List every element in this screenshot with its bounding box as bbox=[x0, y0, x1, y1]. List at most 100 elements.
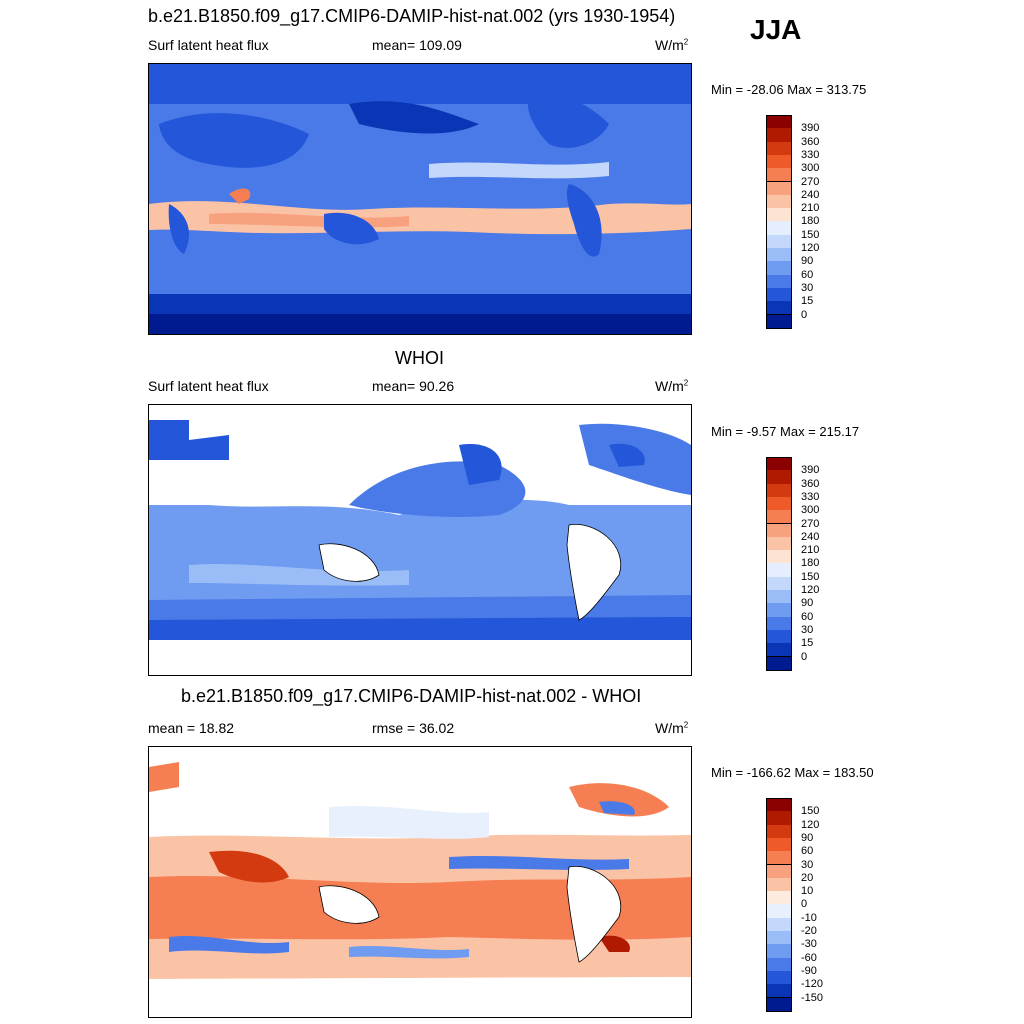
colorbar-swatch bbox=[766, 957, 792, 972]
panel1-mean: mean= 109.09 bbox=[372, 37, 462, 53]
colorbar-label: -10 bbox=[801, 911, 817, 924]
colorbar-swatch bbox=[766, 811, 792, 826]
panel1-colorbar: 390 360 330 300 270 240 210 180 150 120 90 60 30 15 0 bbox=[766, 115, 846, 330]
colorbar-swatch bbox=[766, 931, 792, 946]
colorbar-swatch bbox=[766, 997, 792, 1012]
panel1-map bbox=[148, 63, 692, 335]
colorbar-swatch bbox=[766, 944, 792, 959]
colorbar-swatch bbox=[766, 141, 792, 156]
panel2-variable: Surf latent heat flux bbox=[148, 378, 269, 394]
colorbar-swatch bbox=[766, 483, 792, 498]
colorbar-swatch bbox=[766, 984, 792, 999]
colorbar-label: -60 bbox=[801, 951, 817, 964]
panel3-rmse: rmse = 36.02 bbox=[372, 720, 455, 736]
colorbar-swatch bbox=[766, 877, 792, 893]
colorbar-label: 150 bbox=[801, 570, 820, 583]
panel3-units: W/m2 bbox=[655, 720, 689, 736]
colorbar-swatch bbox=[766, 603, 792, 618]
panel3-colorbar: 150 120 90 60 30 20 10 0 -10 -20 -30 -60 -90 -120 -150 bbox=[766, 798, 846, 1013]
colorbar-swatch bbox=[766, 510, 792, 525]
colorbar-label: 240 bbox=[801, 530, 820, 543]
colorbar-swatch bbox=[766, 234, 792, 249]
panel2-title: WHOI bbox=[395, 348, 444, 368]
colorbar-swatch bbox=[766, 496, 792, 512]
colorbar-label: -120 bbox=[801, 978, 824, 991]
colorbar-label: -20 bbox=[801, 925, 817, 937]
colorbar-swatch bbox=[766, 470, 792, 485]
colorbar-label: 120 bbox=[801, 242, 820, 254]
panel2-minmax: Min = -9.57 Max = 215.17 bbox=[711, 424, 860, 439]
colorbar-label: 300 bbox=[801, 504, 820, 517]
colorbar-label: 330 bbox=[801, 490, 820, 503]
colorbar-label: 90 bbox=[801, 255, 814, 268]
colorbar-label: 0 bbox=[801, 898, 808, 911]
colorbar-swatch bbox=[766, 314, 792, 329]
colorbar-label: 90 bbox=[801, 597, 814, 610]
colorbar-label: 30 bbox=[801, 623, 814, 636]
colorbar-swatch bbox=[766, 891, 792, 906]
colorbar-swatch bbox=[766, 287, 792, 303]
colorbar-swatch bbox=[766, 656, 792, 671]
colorbar-label: 60 bbox=[801, 610, 814, 623]
panel2-map bbox=[148, 404, 692, 676]
colorbar-swatch bbox=[766, 917, 792, 932]
colorbar-label: 120 bbox=[801, 818, 820, 831]
colorbar-label: 120 bbox=[801, 584, 820, 596]
panel1-units: W/m2 bbox=[655, 37, 689, 53]
colorbar-label: 210 bbox=[801, 544, 820, 557]
colorbar-label: 180 bbox=[801, 557, 820, 570]
colorbar-swatch bbox=[766, 181, 792, 196]
colorbar-swatch bbox=[766, 261, 792, 276]
colorbar-label: 210 bbox=[801, 202, 820, 215]
colorbar-label: 180 bbox=[801, 215, 820, 228]
colorbar-swatch bbox=[766, 550, 792, 565]
colorbar-swatch bbox=[766, 221, 792, 236]
colorbar-label: 90 bbox=[801, 831, 814, 844]
colorbar-swatch bbox=[766, 563, 792, 578]
colorbar-label: 0 bbox=[801, 308, 808, 321]
colorbar-label: 10 bbox=[801, 885, 814, 898]
colorbar-label: 0 bbox=[801, 650, 808, 663]
colorbar-swatch bbox=[766, 168, 792, 183]
colorbar-label: 300 bbox=[801, 162, 820, 175]
panel2-colorbar: 390 360 330 300 270 240 210 180 150 120 90 60 30 15 0 bbox=[766, 457, 846, 672]
colorbar-swatch bbox=[766, 576, 792, 591]
colorbar-label: 390 bbox=[801, 464, 820, 477]
colorbar-label: -90 bbox=[801, 964, 817, 977]
colorbar-swatch bbox=[766, 523, 792, 538]
colorbar-swatch bbox=[766, 274, 792, 289]
colorbar-label: 330 bbox=[801, 148, 820, 161]
colorbar-swatch bbox=[766, 643, 792, 658]
colorbar-swatch bbox=[766, 864, 792, 879]
colorbar-swatch bbox=[766, 629, 792, 645]
colorbar-label: 150 bbox=[801, 805, 820, 818]
panel3-title: b.e21.B1850.f09_g17.CMIP6-DAMIP-hist-nat… bbox=[181, 686, 642, 706]
colorbar-label: 15 bbox=[801, 295, 814, 308]
colorbar-label: 60 bbox=[801, 845, 814, 858]
season-label: JJA bbox=[750, 14, 802, 45]
colorbar-swatch bbox=[766, 128, 792, 143]
colorbar-swatch bbox=[766, 837, 792, 853]
colorbar-label: 270 bbox=[801, 517, 820, 530]
colorbar-swatch bbox=[766, 208, 792, 223]
colorbar-label: 390 bbox=[801, 122, 820, 135]
colorbar-swatch bbox=[766, 301, 792, 316]
colorbar-label: 20 bbox=[801, 871, 814, 884]
colorbar-swatch bbox=[766, 824, 792, 839]
colorbar-label: -30 bbox=[801, 938, 817, 951]
panel2-mean: mean= 90.26 bbox=[372, 378, 455, 394]
colorbar-label: 60 bbox=[801, 268, 814, 281]
colorbar-swatch bbox=[766, 154, 792, 170]
colorbar-label: 30 bbox=[801, 858, 814, 871]
colorbar-swatch bbox=[766, 970, 792, 986]
colorbar-label: 360 bbox=[801, 135, 820, 148]
panel1-title: b.e21.B1850.f09_g17.CMIP6-DAMIP-hist-nat… bbox=[148, 6, 676, 26]
panel1-minmax: Min = -28.06 Max = 313.75 bbox=[711, 82, 867, 97]
colorbar-swatch bbox=[766, 616, 792, 631]
colorbar-label: 15 bbox=[801, 637, 814, 650]
colorbar-label: 150 bbox=[801, 228, 820, 241]
panel3-map bbox=[148, 746, 692, 1018]
panel1-variable: Surf latent heat flux bbox=[148, 37, 269, 53]
colorbar-swatch bbox=[766, 590, 792, 605]
colorbar-label: 360 bbox=[801, 477, 820, 490]
